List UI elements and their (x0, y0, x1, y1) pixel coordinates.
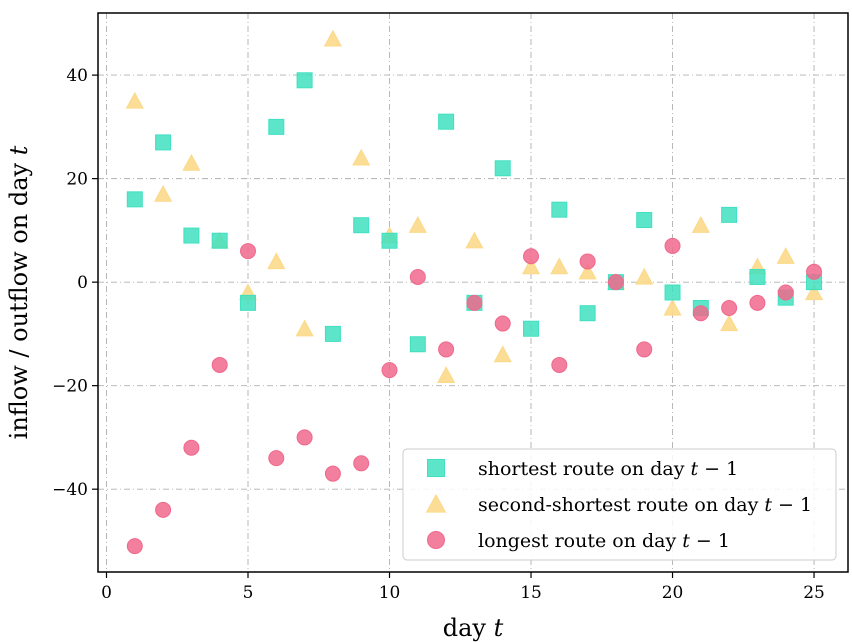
data-point-triangle (776, 247, 795, 264)
data-point-triangle (521, 257, 541, 275)
data-point-square (721, 206, 738, 223)
x-tick-label: 25 (803, 583, 825, 603)
data-point-square (268, 118, 285, 135)
data-point-triangle (578, 262, 597, 280)
data-point-triangle (182, 153, 201, 171)
data-point-triangle (550, 257, 569, 275)
data-point-circle (466, 294, 483, 311)
data-point-circle (749, 294, 766, 311)
x-tick-label: 0 (101, 583, 112, 603)
data-point-triangle (352, 148, 371, 166)
data-point-circle (494, 315, 511, 332)
data-point-circle (551, 356, 568, 373)
data-point-square (409, 336, 426, 353)
legend-box (402, 448, 837, 561)
data-point-circle (607, 274, 624, 291)
legend-entry-label: longest route on day t − 1 (478, 530, 730, 552)
y-tick-label: 20 (66, 170, 88, 190)
data-point-circle (353, 455, 370, 472)
y-tick-label: −40 (52, 480, 88, 500)
axis-ticks: 0 5 10 15 20 25 −40 −20 0 20 40 (52, 66, 825, 603)
x-tick-label: 10 (379, 583, 401, 603)
plot-frame (97, 12, 849, 573)
data-point-square (551, 201, 568, 218)
data-point-circle (324, 465, 341, 482)
data-point-circle (268, 450, 285, 467)
data-point-square (494, 160, 511, 177)
data-point-square (749, 268, 766, 285)
data-point-circle (777, 284, 794, 301)
data-point-square (438, 113, 455, 130)
data-point-triangle (720, 314, 739, 332)
data-point-circle (240, 243, 256, 260)
data-point-circle (636, 341, 653, 358)
data-point-square (240, 294, 256, 311)
data-point-circle (579, 253, 596, 270)
data-point-square (579, 305, 596, 322)
data-point-square (324, 325, 341, 342)
data-point-circle (183, 439, 200, 456)
data-point-circle (664, 237, 681, 254)
legend-entry-label: second-shortest route on day t − 1 (478, 494, 812, 516)
data-point-circle (381, 362, 398, 379)
legend-entry-label: shortest route on day t − 1 (478, 458, 738, 480)
data-point-square (523, 320, 540, 337)
data-point-square (155, 134, 172, 151)
data-point-triangle (663, 298, 682, 316)
data-point-triangle (323, 29, 342, 47)
data-point-triangle (465, 231, 484, 249)
x-tick-label: 15 (520, 583, 542, 603)
x-tick-label: 20 (662, 583, 684, 603)
data-point-triangle (691, 216, 710, 233)
legend-marker-triangle (425, 493, 447, 513)
data-point-triangle (493, 345, 512, 363)
data-point-square (381, 232, 398, 249)
data-point-circle (523, 248, 540, 265)
data-point-triangle (295, 319, 314, 337)
data-point-circle (409, 268, 426, 285)
data-point-circle (126, 538, 143, 555)
data-point-circle (438, 341, 455, 358)
data-point-circle (721, 300, 738, 317)
data-point-square (353, 217, 370, 234)
axis-variable: t (5, 145, 33, 155)
data-point-circle (692, 305, 709, 322)
x-axis-label-text: day (443, 614, 494, 642)
axis-variable: t (494, 614, 504, 642)
data-point-square (296, 72, 313, 89)
data-point-circle (296, 429, 313, 446)
data-point-square (636, 212, 653, 229)
data-point-triangle (635, 267, 654, 285)
x-axis-label: day t (443, 614, 504, 642)
y-axis-label-text: inflow / outflow on day (5, 155, 33, 439)
legend: shortest route on day t − 1 second-shorte… (402, 448, 837, 561)
data-point-square (183, 227, 200, 244)
y-tick-label: 40 (66, 66, 88, 86)
data-point-square (126, 191, 143, 208)
data-point-triangle (408, 216, 427, 233)
data-point-triangle (154, 184, 173, 202)
legend-marker-circle (427, 531, 445, 549)
data-point-triangle (437, 366, 456, 383)
data-point-square (664, 284, 681, 301)
series-circle (126, 237, 823, 555)
data-point-triangle (267, 252, 286, 270)
data-point-triangle (125, 91, 144, 109)
y-axis-label: inflow / outflow on day t (5, 145, 33, 439)
data-point-square (211, 232, 228, 249)
series-triangle (125, 29, 824, 383)
y-tick-label: 0 (77, 273, 88, 293)
data-point-circle (211, 356, 228, 373)
data-points (125, 29, 824, 555)
x-tick-label: 5 (243, 583, 254, 603)
legend-marker-square (427, 459, 445, 477)
data-point-circle (155, 501, 172, 518)
data-point-circle (806, 263, 823, 280)
y-tick-label: −20 (52, 377, 88, 397)
data-point-triangle (804, 283, 824, 301)
